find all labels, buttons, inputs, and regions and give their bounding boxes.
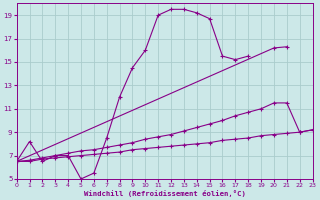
X-axis label: Windchill (Refroidissement éolien,°C): Windchill (Refroidissement éolien,°C) <box>84 190 245 197</box>
